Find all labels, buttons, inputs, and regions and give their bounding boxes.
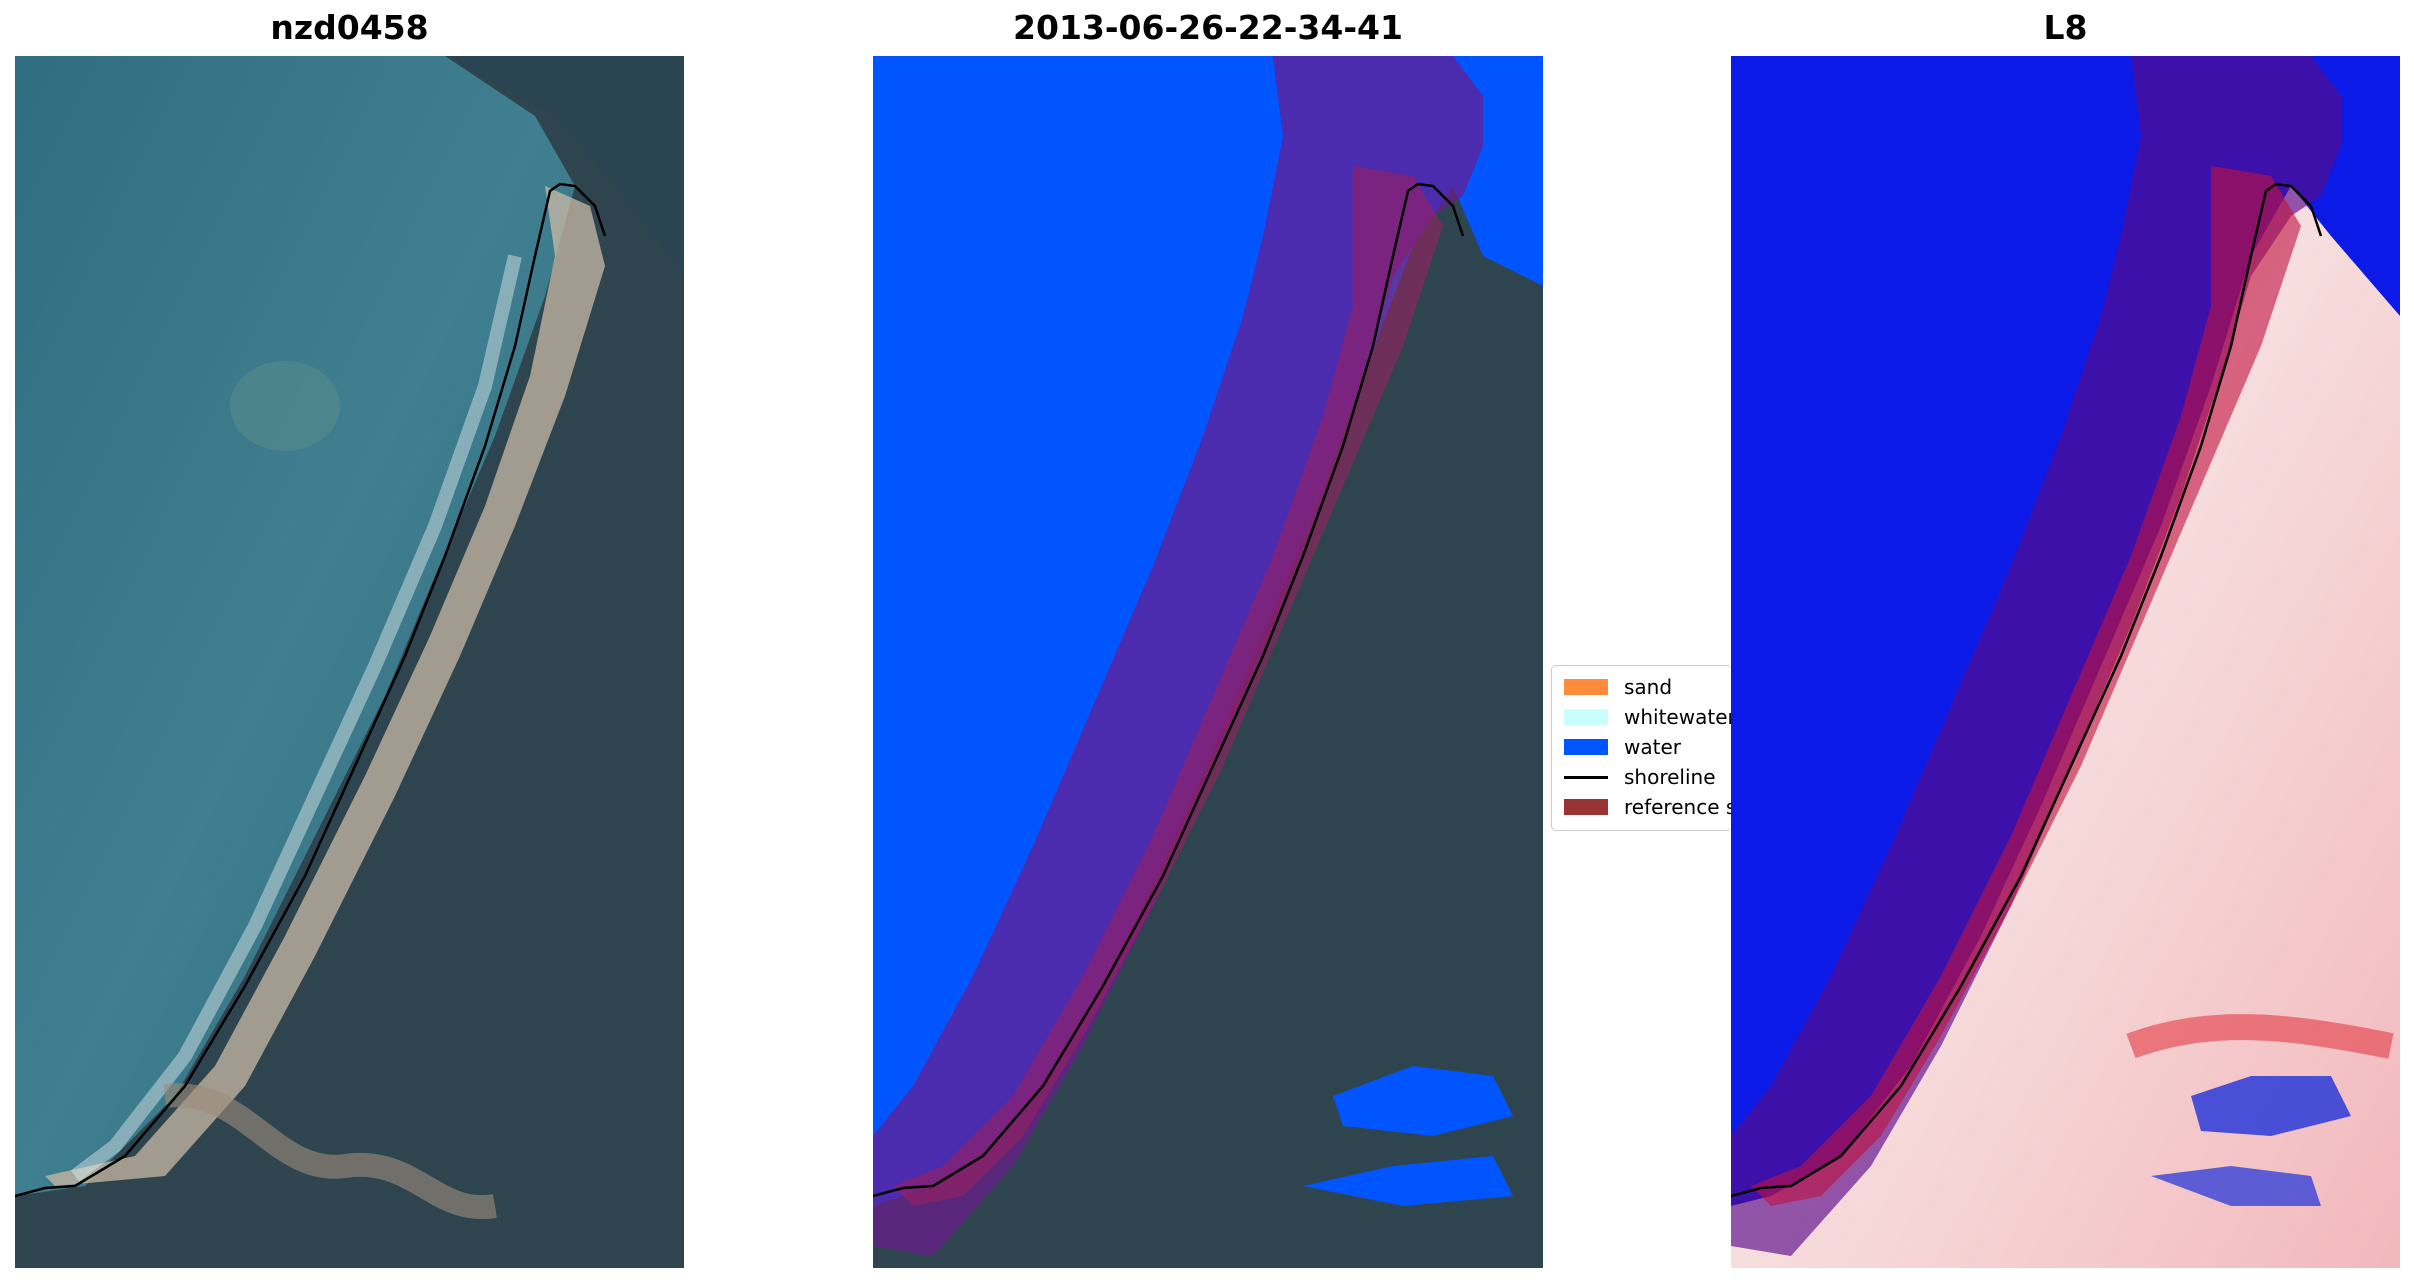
legend-label-sand: sand <box>1624 675 1673 699</box>
high-index-band <box>2126 1014 2394 1059</box>
reference-shoreline-buffer <box>1731 56 2341 1256</box>
legend-swatch-water <box>1564 739 1608 755</box>
inland-water-index <box>2151 1166 2321 1206</box>
river-bed <box>163 1083 497 1220</box>
rgb-image-panel <box>15 56 684 1268</box>
rgb-image <box>15 56 684 1268</box>
legend: sand whitewater water shoreline referenc… <box>1551 665 1732 831</box>
legend-item-reference: reference shoreline buffer <box>1558 794 1732 820</box>
legend-item-water: water <box>1558 734 1732 760</box>
reference-shoreline-buffer <box>873 56 1483 1256</box>
legend-item-whitewater: whitewater <box>1558 704 1732 730</box>
legend-swatch-shoreline <box>1564 776 1608 779</box>
surf-zone <box>70 254 522 1182</box>
panel-title-rgb: nzd0458 <box>270 8 429 47</box>
legend-swatch-reference <box>1564 799 1608 815</box>
shoreline-line <box>15 182 607 1198</box>
legend-label-reference: reference shoreline buffer <box>1624 795 1732 819</box>
legend-item-shoreline: shoreline <box>1558 764 1732 790</box>
index-image <box>1731 56 2400 1268</box>
river-mouth-area <box>445 56 684 276</box>
shoreline-line <box>873 182 1465 1198</box>
legend-item-sand: sand <box>1558 674 1732 700</box>
ocean-area <box>15 56 575 1196</box>
sediment-plume <box>230 361 340 451</box>
beach-sand <box>45 186 605 1186</box>
inland-water-patch <box>1333 1066 1513 1136</box>
classified-image <box>873 56 1543 1268</box>
buffer-core <box>1751 166 2301 1206</box>
panel-title-index: L8 <box>2043 8 2088 47</box>
classified-image-panel <box>873 56 1543 1268</box>
index-image-panel <box>1731 56 2400 1268</box>
buffer-core <box>893 166 1443 1206</box>
legend-label-water: water <box>1624 735 1681 759</box>
legend-swatch-sand <box>1564 679 1608 695</box>
legend-label-shoreline: shoreline <box>1624 765 1716 789</box>
legend-label-whitewater: whitewater <box>1624 705 1732 729</box>
shoreline-line <box>1731 182 2323 1198</box>
inland-water-index <box>2191 1076 2351 1136</box>
panel-title-classified: 2013-06-26-22-34-41 <box>1013 8 1403 47</box>
inland-water-patch <box>1303 1156 1513 1206</box>
legend-swatch-whitewater <box>1564 709 1608 725</box>
